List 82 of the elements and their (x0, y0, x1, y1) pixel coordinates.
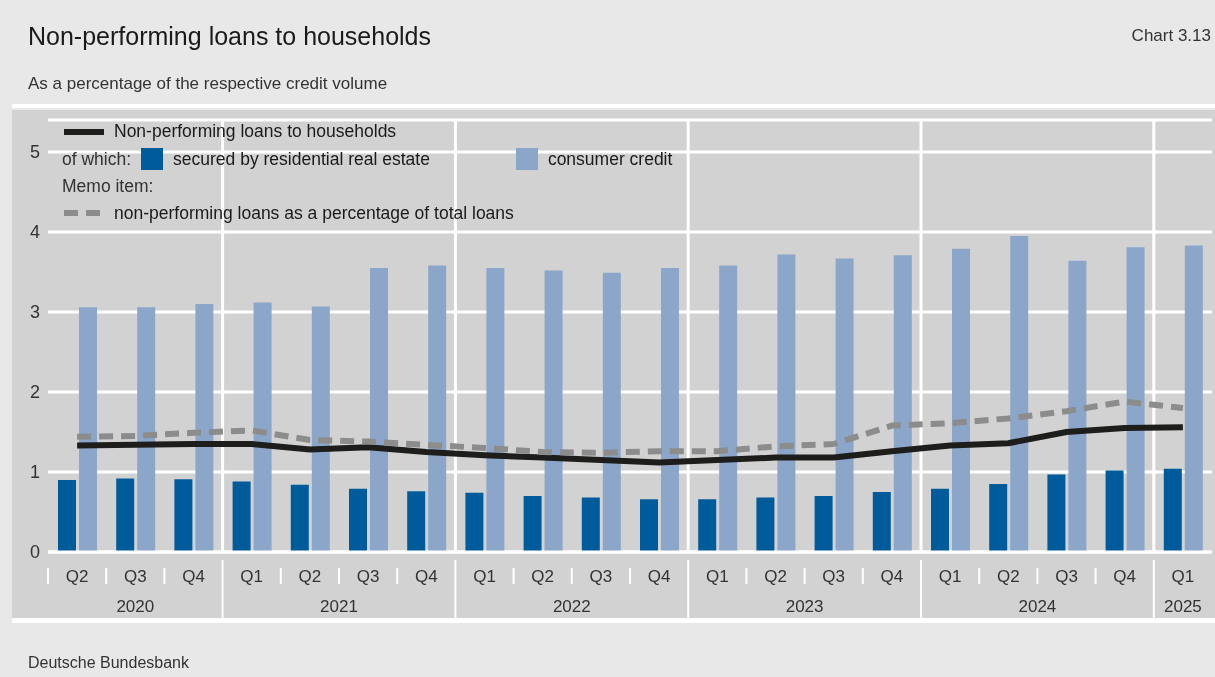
bar (407, 491, 426, 552)
caption: Chart 3.13 (1131, 26, 1211, 46)
x-tick-label: Q2 (531, 567, 555, 586)
x-tick-label: Q3 (589, 567, 613, 586)
text: 2021 (320, 597, 358, 616)
bar (349, 488, 367, 552)
y-tick-label: 2 (29, 382, 40, 403)
y-tick-label: 0 (29, 542, 40, 563)
y-tick-label: 3 (29, 302, 40, 323)
bar (602, 272, 621, 552)
bar (698, 499, 717, 552)
bar (232, 481, 251, 552)
x-tick-label: Q3 (1055, 567, 1078, 586)
annotation: of which: (62, 147, 133, 171)
y-tick-label: 4 (29, 222, 40, 243)
legend-label: secured by residential real estate (173, 147, 430, 171)
chart-subtitle: As a percentage of the respective credit volume (28, 74, 388, 94)
bar (174, 479, 193, 552)
bar (58, 480, 76, 552)
bar (195, 304, 214, 552)
bar (1184, 245, 1203, 552)
bar (290, 484, 309, 552)
bar (814, 496, 833, 552)
bar (1163, 468, 1182, 552)
bar (872, 492, 891, 552)
bar (1068, 260, 1087, 552)
bar (989, 484, 1008, 552)
x-tick-label: Q1 (938, 567, 962, 586)
bar (523, 496, 542, 552)
bar (952, 248, 970, 552)
bar (544, 270, 563, 552)
annotation: Memo item: (62, 175, 154, 196)
bar (486, 268, 505, 552)
x-tick-label: Q2 (996, 567, 1020, 586)
bar (640, 499, 658, 552)
bar (777, 254, 796, 552)
bar (137, 307, 156, 552)
y-tick-label: 1 (29, 462, 40, 483)
bar (835, 258, 854, 552)
text: 2020 (116, 597, 155, 616)
legend-label: Non-performing loans to households (114, 120, 397, 143)
x-tick-label: Q3 (123, 567, 147, 586)
bar (116, 478, 135, 552)
bar (1126, 247, 1145, 552)
text: 2023 (785, 597, 824, 616)
bar (311, 306, 330, 552)
bar (661, 268, 679, 552)
bar (465, 492, 484, 552)
x-tick-label: Q4 (647, 567, 671, 586)
bar (1105, 470, 1124, 552)
x-tick-label: Q1 (1171, 567, 1195, 586)
x-tick-label: Q3 (356, 567, 380, 586)
x-tick-label: Q1 (240, 567, 264, 586)
x-tick-label: Q1 (705, 567, 729, 586)
x-tick-label: Q4 (1113, 567, 1137, 586)
x-tick-label: Q4 (182, 567, 205, 586)
bar (756, 497, 775, 552)
bar (931, 488, 949, 552)
legend-label: non-performing loans as a percentage of total loans (114, 201, 514, 225)
bar (1010, 236, 1029, 552)
text: Deutsche Bundesbank (28, 654, 189, 672)
bar (79, 307, 97, 552)
bar (1047, 474, 1066, 552)
text: 2025 (1163, 597, 1202, 616)
bar (253, 302, 272, 552)
x-tick-label: Q4 (880, 567, 904, 586)
text: 2024 (1018, 597, 1057, 616)
x-tick-label: Q2 (764, 567, 787, 586)
legend-label: consumer credit (547, 147, 673, 171)
text: 2022 (552, 597, 591, 616)
x-tick-label: Q2 (298, 567, 322, 586)
x-tick-label: Q1 (473, 567, 496, 586)
bar (370, 268, 388, 552)
chart-title: Non-performing loans to households (28, 22, 432, 51)
bar (581, 497, 600, 552)
x-tick-label: Q2 (65, 567, 89, 586)
bar (428, 265, 447, 552)
bar (719, 265, 738, 552)
x-tick-label: Q4 (414, 567, 438, 586)
y-tick-label: 5 (29, 142, 40, 163)
bar (893, 255, 912, 552)
x-tick-label: Q3 (822, 567, 846, 586)
